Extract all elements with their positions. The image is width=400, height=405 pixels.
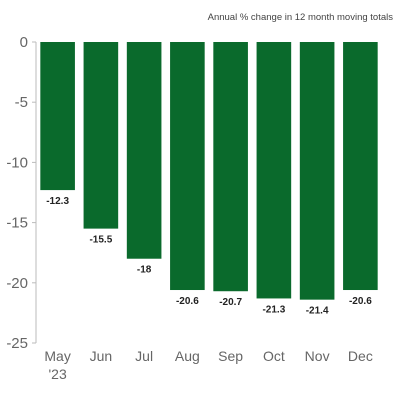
data-label: -20.6 bbox=[176, 296, 199, 307]
bar bbox=[126, 42, 162, 259]
data-label: -20.6 bbox=[349, 296, 372, 307]
y-tick-label: -15 bbox=[6, 215, 28, 232]
data-label: -18 bbox=[137, 265, 152, 276]
y-tick-label: -25 bbox=[6, 335, 28, 352]
x-tick-label: Nov bbox=[305, 348, 330, 364]
x-tick-sublabel: '23 bbox=[49, 366, 67, 382]
bar bbox=[343, 42, 378, 291]
x-tick-label: Jul bbox=[135, 348, 153, 364]
x-tick-label: Jun bbox=[90, 348, 113, 364]
bar bbox=[213, 42, 248, 292]
bar bbox=[83, 42, 119, 229]
bar bbox=[40, 42, 75, 191]
x-tick-label: Oct bbox=[263, 348, 285, 364]
x-tick-label: May bbox=[44, 348, 70, 364]
x-tick-label: Sep bbox=[218, 348, 243, 364]
y-axis: 0 -5 -10 -15 -20 -25 bbox=[6, 34, 37, 352]
data-label: -15.5 bbox=[89, 235, 112, 246]
chart-subtitle: Annual % change in 12 month moving total… bbox=[208, 12, 394, 23]
y-tick-label: -10 bbox=[6, 154, 28, 171]
y-tick-label: 0 bbox=[20, 34, 28, 51]
bar bbox=[256, 42, 292, 299]
y-tick-label: -20 bbox=[6, 275, 28, 292]
bar bbox=[299, 42, 335, 300]
y-tick-label: -5 bbox=[15, 94, 28, 111]
x-tick-label: Aug bbox=[175, 348, 200, 364]
data-label: -21.3 bbox=[262, 304, 285, 315]
bars: -12.3 -15.5 -18 -20.6 -20.7 -21.3 -21.4 -20.6 bbox=[40, 42, 378, 317]
data-label: -12.3 bbox=[46, 196, 69, 207]
data-label: -20.7 bbox=[219, 297, 242, 308]
x-axis: May '23 Jun Jul Aug Sep Oct Nov Dec bbox=[44, 348, 372, 382]
x-tick-label: Dec bbox=[348, 348, 373, 364]
data-label: -21.4 bbox=[306, 306, 329, 317]
bar bbox=[170, 42, 205, 291]
